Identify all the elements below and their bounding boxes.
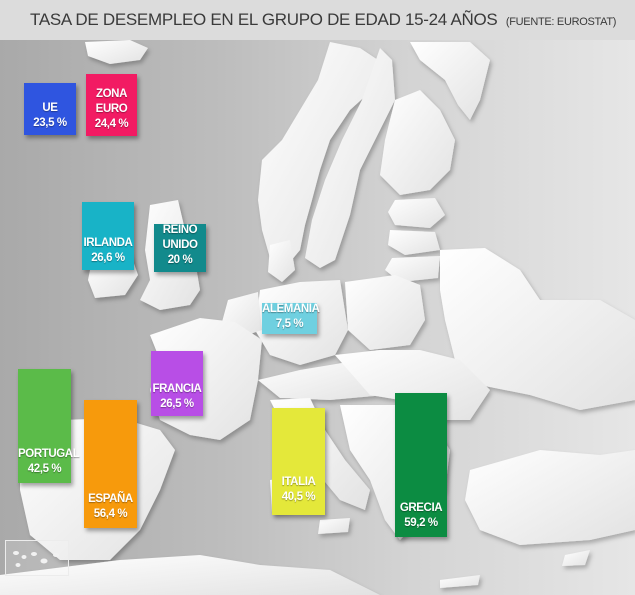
bar-francia: FRANCIA 26,5 % <box>151 351 203 416</box>
bar-value: 42,5 % <box>27 463 62 475</box>
bar-zona-euro: ZONA EURO 24,4 % <box>86 74 137 136</box>
bar-label: GRECIA <box>399 502 443 514</box>
bar-value: 40,5 % <box>281 491 316 503</box>
title-text: TASA DE DESEMPLEO EN EL GRUPO DE EDAD 15… <box>30 10 498 29</box>
bar-label: FRANCIA <box>152 383 202 395</box>
bar-value: 26,5 % <box>160 398 194 410</box>
bar-label: ESPAÑA <box>88 493 133 505</box>
source-text: (FUENTE: EUROSTAT) <box>505 16 617 28</box>
bar-label: PORTUGAL <box>18 448 80 460</box>
bar-value: 56,4 % <box>93 508 128 520</box>
bar-value: 20 % <box>167 254 193 266</box>
bar-ue: UE 23,5 % <box>24 83 76 135</box>
bar-espana: ESPAÑA 56,4 % <box>84 400 137 528</box>
bar-value: 26,6 % <box>91 252 125 264</box>
bar-label: EURO <box>95 103 128 115</box>
bar-value: 7,5 % <box>275 318 304 330</box>
bar-label: UE <box>42 102 58 114</box>
bar-label: UNIDO <box>162 239 198 251</box>
bar-label: ALEMANIA <box>262 303 320 315</box>
bar-irlanda: IRLANDA 26,6 % <box>82 202 134 270</box>
chart-title: TASA DE DESEMPLEO EN EL GRUPO DE EDAD 15… <box>30 10 616 30</box>
bar-value: 23,5 % <box>33 117 67 129</box>
bar-portugal: PORTUGAL 42,5 % <box>18 369 80 483</box>
canary-islands-inset <box>5 540 69 576</box>
bar-grecia: GRECIA 59,2 % <box>395 393 447 537</box>
islands-icon <box>13 551 59 567</box>
bar-label: ITALIA <box>281 476 316 488</box>
header-bar: TASA DE DESEMPLEO EN EL GRUPO DE EDAD 15… <box>0 0 635 40</box>
bar-label: ZONA <box>96 88 127 100</box>
bar-alemania: ALEMANIA 7,5 % <box>262 303 320 334</box>
bar-value: 24,4 % <box>94 118 129 130</box>
bar-value: 59,2 % <box>404 517 438 529</box>
bar-italia: ITALIA 40,5 % <box>272 408 325 515</box>
bar-label: IRLANDA <box>83 237 133 249</box>
bar-label: REINO <box>162 224 198 236</box>
bar-reino-unido: REINO UNIDO 20 % <box>154 224 206 272</box>
